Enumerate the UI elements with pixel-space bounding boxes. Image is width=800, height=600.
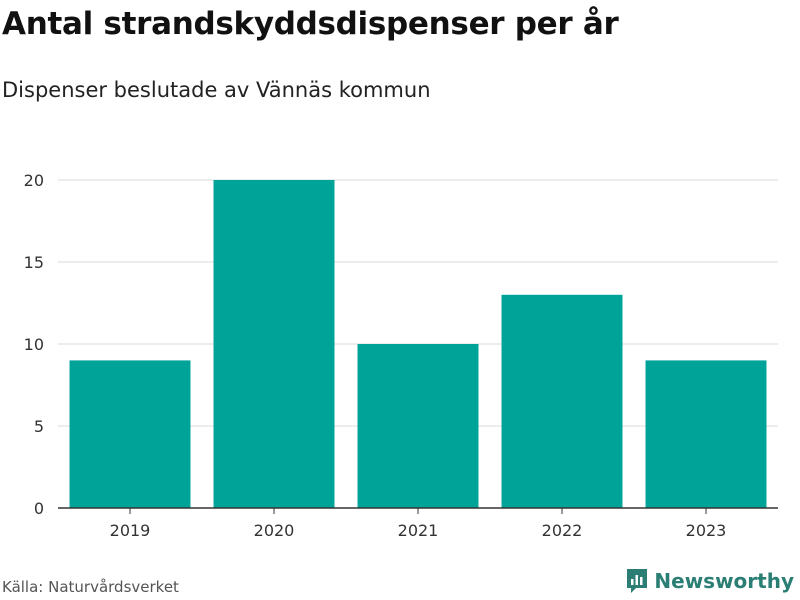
bar-2020 [213, 180, 335, 508]
bar-2023 [645, 360, 767, 508]
bar-2019 [69, 360, 191, 508]
x-tick-label: 2023 [686, 521, 727, 540]
axes: 0 5 10 15 20 2019 2020 2021 2022 2023 [24, 171, 778, 540]
x-tick-label: 2019 [110, 521, 151, 540]
y-tick-label: 10 [24, 335, 44, 354]
y-tick-label: 5 [34, 417, 44, 436]
newsworthy-logo: Newsworthy [626, 568, 794, 594]
bar-2022 [501, 294, 623, 508]
y-tick-label: 0 [34, 499, 44, 518]
y-tick-label: 15 [24, 253, 44, 272]
source-note: Källa: Naturvårdsverket [2, 578, 179, 596]
brand-name: Newsworthy [654, 569, 794, 593]
chart-title: Antal strandskyddsdispenser per år [2, 6, 619, 42]
bar-2021 [357, 344, 479, 508]
x-tick-label: 2021 [398, 521, 439, 540]
newsworthy-icon [627, 569, 648, 593]
x-tick-label: 2022 [542, 521, 583, 540]
bars [69, 180, 767, 508]
x-tick-label: 2020 [254, 521, 295, 540]
y-tick-label: 20 [24, 171, 44, 190]
chart-subtitle: Dispenser beslutade av Vännäs kommun [2, 78, 431, 102]
